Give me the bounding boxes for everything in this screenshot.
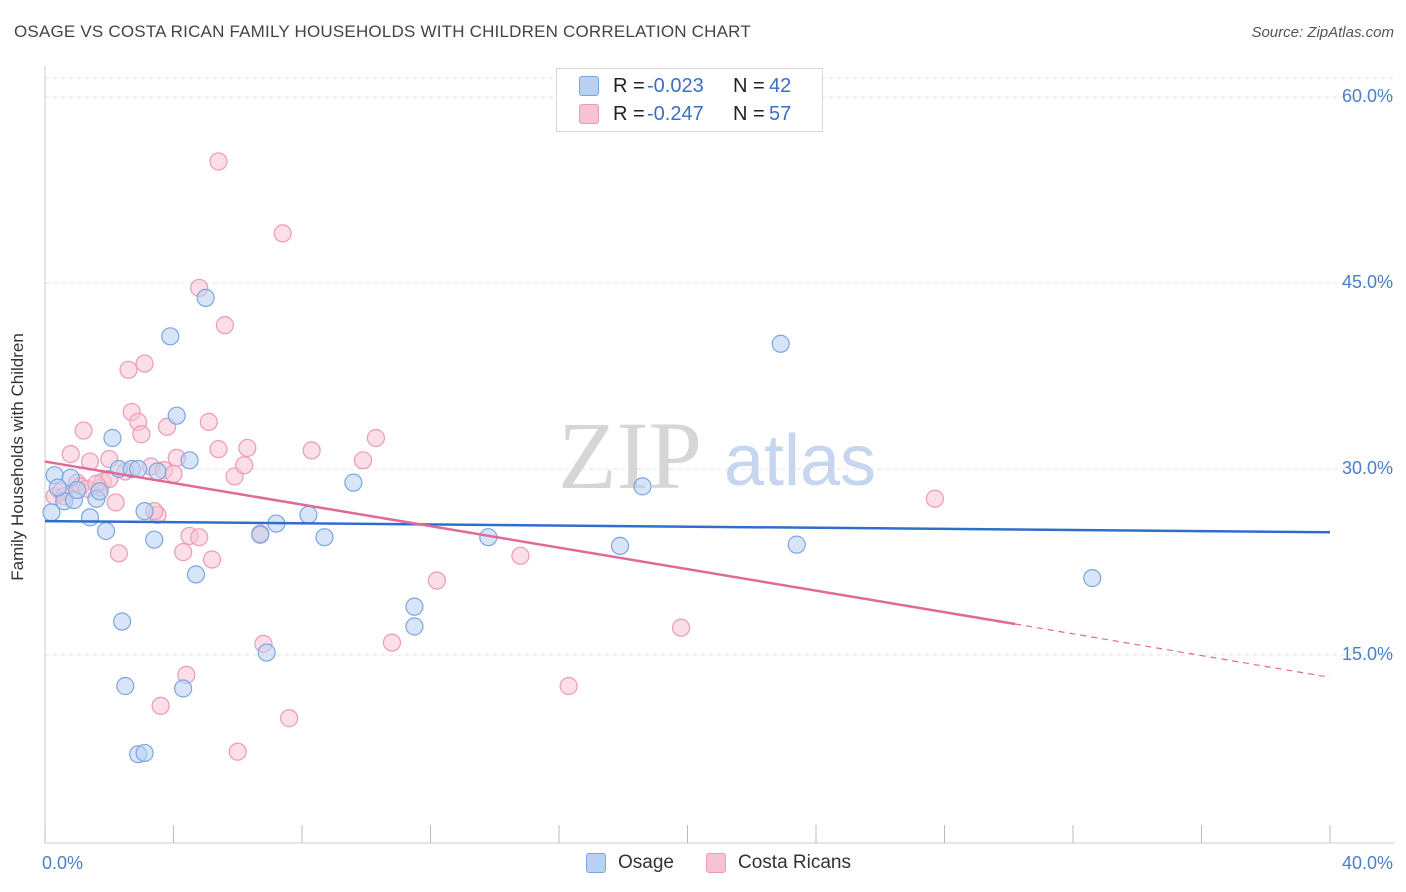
chart-title: OSAGE VS COSTA RICAN FAMILY HOUSEHOLDS W… [14, 22, 751, 41]
source-label: Source: ZipAtlas.com [1251, 24, 1394, 41]
costa-ricans-point [209, 152, 228, 171]
costa-ricans-point [366, 428, 385, 448]
r-label: R = [613, 102, 645, 125]
costa-ricans-swatch [579, 104, 599, 124]
costa-ricans-point [280, 709, 299, 728]
grid-lines [45, 77, 1395, 656]
y-tick-label: 30.0% [1341, 458, 1393, 478]
osage-point [771, 334, 790, 353]
osage-point [167, 406, 186, 425]
costa-ricans-point [135, 354, 154, 373]
osage-point [315, 528, 334, 547]
watermark-atlas: atlas [724, 421, 876, 501]
costa-ricans-point [238, 438, 257, 458]
osage-point [116, 676, 135, 696]
osage-point [344, 473, 363, 492]
n-label: N = [733, 74, 765, 97]
costa-ricans-point [164, 464, 183, 484]
costa-ricans-point [209, 440, 228, 459]
costa-ricans-point [74, 421, 93, 440]
costa-ricans-point [235, 456, 254, 475]
osage-point [405, 617, 424, 636]
osage-point [48, 478, 67, 497]
costa-ricans-point [511, 546, 530, 565]
n-value: 57 [769, 102, 792, 125]
costa-ricans-point [61, 445, 80, 464]
legend-label-costa-ricans: Costa Ricans [738, 852, 851, 873]
osage-point [186, 565, 206, 584]
bottom-legend-osage[interactable]: Osage [586, 852, 674, 874]
costa-ricans-point [109, 544, 128, 563]
n-value: 42 [769, 74, 792, 97]
costa-ricans-point [199, 412, 218, 431]
osage-point [80, 508, 100, 527]
legend-row-osage: R = -0.023 N = 42 [579, 73, 791, 99]
stats-legend: R = -0.023 N = 42 R = -0.247 N = 57 [556, 68, 823, 132]
r-value: -0.247 [647, 102, 704, 125]
costa-ricans-point [559, 676, 578, 696]
osage-point [103, 428, 122, 448]
costa-ricans-point [925, 489, 944, 508]
costa-ricans-point [174, 542, 193, 562]
osage-point [135, 743, 154, 763]
osage-trend-line [44, 519, 1331, 534]
axes [44, 66, 1395, 844]
costa-ricans-trend-extension [1015, 623, 1331, 678]
osage-point [174, 679, 193, 698]
osage-point [145, 530, 164, 549]
r-label: R = [613, 74, 645, 97]
osage-point [180, 451, 199, 470]
costa-ricans-point [353, 451, 373, 470]
costa-ricans-point [190, 528, 209, 547]
osage-point [633, 477, 652, 496]
trend-lines [44, 460, 1331, 678]
osage-point [251, 525, 270, 544]
costa-ricans-point [427, 571, 447, 590]
r-value: -0.023 [647, 74, 704, 97]
n-label: N = [733, 102, 765, 125]
osage-point [299, 505, 318, 524]
y-tick-label: 60.0% [1341, 86, 1393, 106]
osage-point [196, 288, 215, 307]
costa-ricans-trend-line [44, 460, 1016, 626]
costa-ricans-point [151, 696, 170, 715]
legend-row-costa-ricans: R = -0.247 N = 57 [579, 101, 791, 127]
osage-point [148, 462, 167, 481]
x-tick-label-max: 40.0% [1341, 853, 1393, 873]
costa-ricans-point [302, 441, 321, 460]
osage-point [257, 643, 276, 662]
costa-ricans-point [202, 550, 222, 569]
y-tick-label: 45.0% [1341, 272, 1393, 292]
costa-ricans-point [215, 316, 234, 335]
osage-point [405, 597, 424, 616]
osage-point [610, 536, 630, 555]
osage-point [90, 482, 109, 501]
costa-ricans-point [382, 633, 402, 652]
x-tick-label-min: 0.0% [42, 853, 84, 873]
costa-ricans-point [671, 618, 691, 637]
costa-ricans-point [132, 425, 151, 444]
osage-point [112, 612, 132, 631]
data-points [42, 152, 1102, 764]
costa-ricans-swatch [706, 853, 726, 873]
watermark: ZIP atlas [558, 402, 876, 509]
osage-point [787, 535, 806, 554]
osage-swatch [579, 76, 599, 96]
osage-point [68, 480, 87, 500]
costa-ricans-point [119, 360, 138, 379]
watermark-zip: ZIP [558, 402, 702, 509]
costa-ricans-point [273, 224, 292, 243]
bottom-legend-costa-ricans[interactable]: Costa Ricans [706, 852, 851, 874]
osage-point [1083, 569, 1102, 588]
osage-point [135, 502, 154, 521]
legend-label-osage: Osage [618, 852, 674, 873]
osage-point [96, 521, 116, 541]
y-tick-label: 15.0% [1341, 644, 1393, 664]
osage-point [161, 327, 180, 346]
osage-swatch [586, 853, 606, 873]
costa-ricans-point [106, 493, 125, 512]
costa-ricans-point [228, 742, 247, 761]
